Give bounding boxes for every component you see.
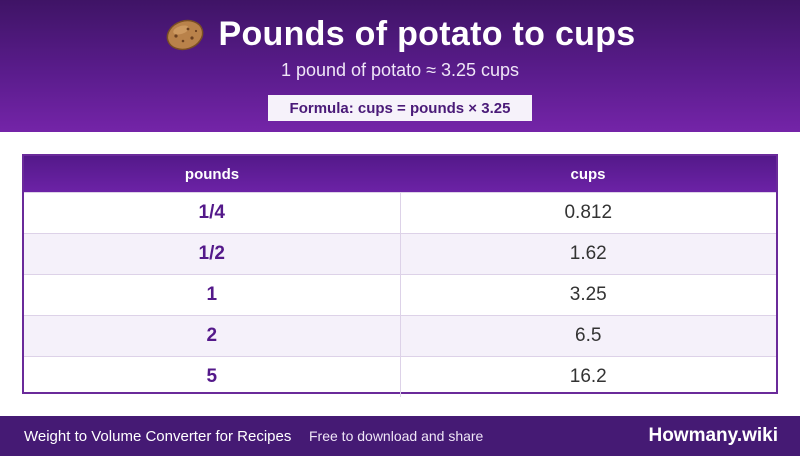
- pounds-cell: 1/4: [24, 193, 401, 233]
- table-row: 1/4 0.812: [24, 192, 776, 233]
- pounds-cell: 5: [24, 357, 401, 397]
- cups-cell: 16.2: [569, 366, 607, 387]
- pounds-cell: 2: [24, 316, 401, 356]
- potato-icon: [164, 16, 206, 52]
- table-row: 2 6.5: [24, 315, 776, 356]
- table-row: 1/2 1.62: [24, 233, 776, 274]
- footer-tagline: Weight to Volume Converter for Recipes: [24, 427, 292, 445]
- formula-badge: Formula: cups = pounds × 3.25: [268, 95, 532, 121]
- table-body: 1/4 0.812 1/2 1.62 1 3.25 2 6.5 5 16.2: [24, 192, 776, 397]
- page-subtitle: 1 pound of potato ≈ 3.25 cups: [280, 60, 520, 80]
- column-header-pounds: pounds: [184, 165, 240, 183]
- pounds-cell: 1/2: [24, 234, 401, 274]
- page-header: Pounds of potato to cups 1 pound of pota…: [0, 0, 800, 132]
- brand-logo[interactable]: Howmany.wiki: [648, 425, 778, 446]
- table-row: 5 16.2: [24, 356, 776, 397]
- page-footer: Weight to Volume Converter for Recipes F…: [0, 416, 800, 456]
- table-header: pounds cups: [24, 156, 776, 192]
- cups-cell: 3.25: [569, 284, 607, 305]
- footer-share-note: Free to download and share: [309, 428, 484, 444]
- page-title: Pounds of potato to cups: [218, 14, 636, 53]
- cups-cell: 0.812: [564, 202, 613, 223]
- cups-cell: 6.5: [575, 325, 602, 346]
- conversion-table: pounds cups 1/4 0.812 1/2 1.62 1 3.25 2 …: [22, 154, 778, 397]
- column-header-cups: cups: [570, 165, 606, 183]
- pounds-cell: 1: [24, 275, 401, 315]
- cups-cell: 1.62: [569, 243, 607, 264]
- table-row: 1 3.25: [24, 274, 776, 315]
- title-row: Pounds of potato to cups: [0, 12, 800, 56]
